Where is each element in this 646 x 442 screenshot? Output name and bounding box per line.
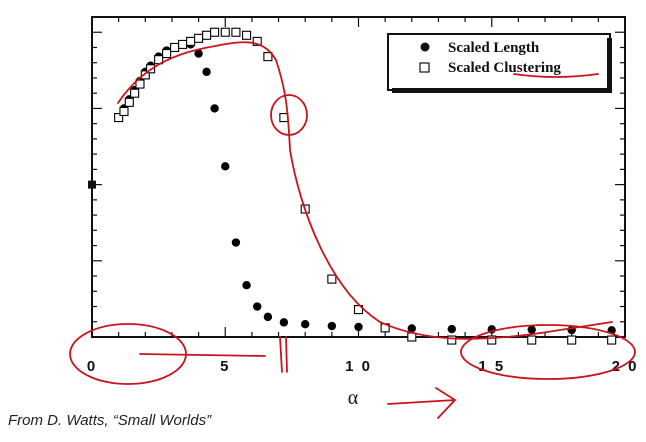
scaled-clustering-point [252,36,262,46]
legend-shadow-bottom [392,88,612,93]
source-caption: From D. Watts, “Small Worlds” [8,412,212,429]
legend-shadow-right [607,38,612,93]
scaled-length-point [221,162,230,171]
scaled-clustering-point [140,70,150,80]
scaled-length-point [327,321,337,331]
legend-circle-icon [420,42,430,52]
scaled-length-point [527,325,536,334]
scaled-clustering-point [202,30,212,40]
annotation-arrow [387,387,457,419]
scaled-clustering-point [220,27,230,37]
scaled-clustering-point [527,335,537,345]
x-tick-label: 1 0 [345,358,372,375]
scaled-clustering-point [119,106,129,117]
scaled-clustering-point [607,335,617,345]
annotation-legend-underline [513,73,599,78]
scaled-clustering-point [130,88,140,98]
scaled-clustering-point [178,39,188,49]
scaled-clustering-point [135,79,145,89]
axis-ticks [88,17,626,338]
scaled-clustering-point [567,335,577,345]
scaled-clustering-point [327,274,337,284]
handwritten-annotations [69,41,636,419]
legend-label: Scaled Length [448,40,540,56]
scaled-length-point [253,302,262,311]
legend-square-icon [419,62,430,73]
scaled-clustering-point [194,33,204,43]
y-axis-marker [88,180,96,189]
x-tick-label: 2 0 [612,358,639,375]
annotation-circle-right [460,324,636,380]
scaled-clustering-point [231,27,241,37]
scaled-length-point [354,322,363,332]
scaled-clustering-point [186,36,196,46]
x-tick-label: 0 [87,358,97,375]
scaled-clustering-point [170,42,180,53]
legend: Scaled Length Scaled Clustering [387,33,612,93]
scaled-clustering-point [242,30,252,40]
scaled-length-point [407,324,416,333]
scaled-length-point [231,238,241,247]
scaled-length-point [279,318,289,327]
scaled-length-point [194,49,203,58]
scaled-clustering-point [447,335,457,345]
annotation-underline [139,353,266,357]
annotation-curve [117,41,613,340]
scaled-clustering-point [124,97,134,107]
x-tick-label: 5 [220,358,230,375]
scaled-clustering-point [162,49,172,59]
scaled-clustering-point [263,52,273,62]
legend-label: Scaled Clustering [448,60,561,76]
scaled-length-point [242,280,251,290]
scaled-length-point [202,67,211,77]
scaled-length-point [210,104,219,113]
scaled-clustering-point [487,335,497,345]
scaled-length-point [301,320,310,329]
scaled-clustering-point [114,113,124,123]
data-series [114,27,617,345]
annotation-marks [279,336,288,373]
scaled-length-point [447,324,456,334]
scaled-length-point [263,312,273,322]
scaled-clustering-point [210,27,220,37]
annotation-circle-point [270,94,308,136]
x-axis-label: α [348,387,359,409]
